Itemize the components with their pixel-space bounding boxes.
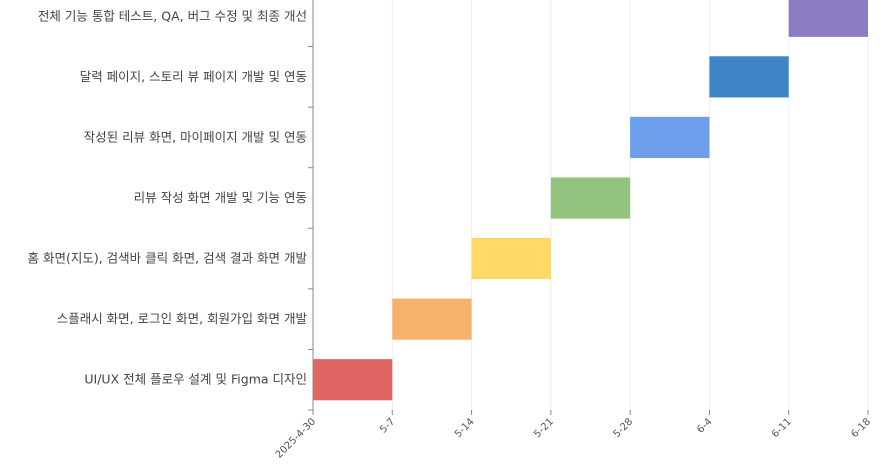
task-label: 작성된 리뷰 화면, 마이페이지 개발 및 연동 bbox=[84, 129, 307, 144]
x-tick-label: 5-21 bbox=[532, 416, 556, 440]
x-tick-label: 5-7 bbox=[378, 416, 397, 435]
task-label: 달력 페이지, 스토리 뷰 페이지 개발 및 연동 bbox=[80, 69, 307, 84]
x-tick-label: 5-14 bbox=[453, 416, 477, 440]
task-bar bbox=[313, 359, 392, 400]
task-label: UI/UX 전체 플로우 설계 및 Figma 디자인 bbox=[84, 372, 307, 387]
task-bar bbox=[392, 299, 471, 340]
task-bar bbox=[472, 238, 551, 279]
x-tick-label: 2025-4-30 bbox=[274, 416, 318, 460]
x-tick-label: 6-18 bbox=[849, 416, 873, 440]
task-bar bbox=[709, 56, 788, 97]
task-label: 스플래시 화면, 로그인 화면, 회원가입 화면 개발 bbox=[57, 311, 308, 326]
task-label: 리뷰 작성 화면 개발 및 기능 연동 bbox=[134, 190, 307, 205]
x-tick-label: 6-11 bbox=[770, 416, 794, 440]
task-label: 전체 기능 통합 테스트, QA, 버그 수정 및 최종 개선 bbox=[38, 8, 307, 23]
x-tick-label: 5-28 bbox=[611, 416, 635, 440]
x-tick-label: 6-4 bbox=[695, 416, 714, 435]
task-label: 홈 화면(지도), 검색바 클릭 화면, 검색 결과 화면 개발 bbox=[28, 251, 308, 266]
task-bar bbox=[630, 117, 709, 158]
task-bar bbox=[789, 0, 868, 37]
task-bar bbox=[551, 177, 630, 218]
